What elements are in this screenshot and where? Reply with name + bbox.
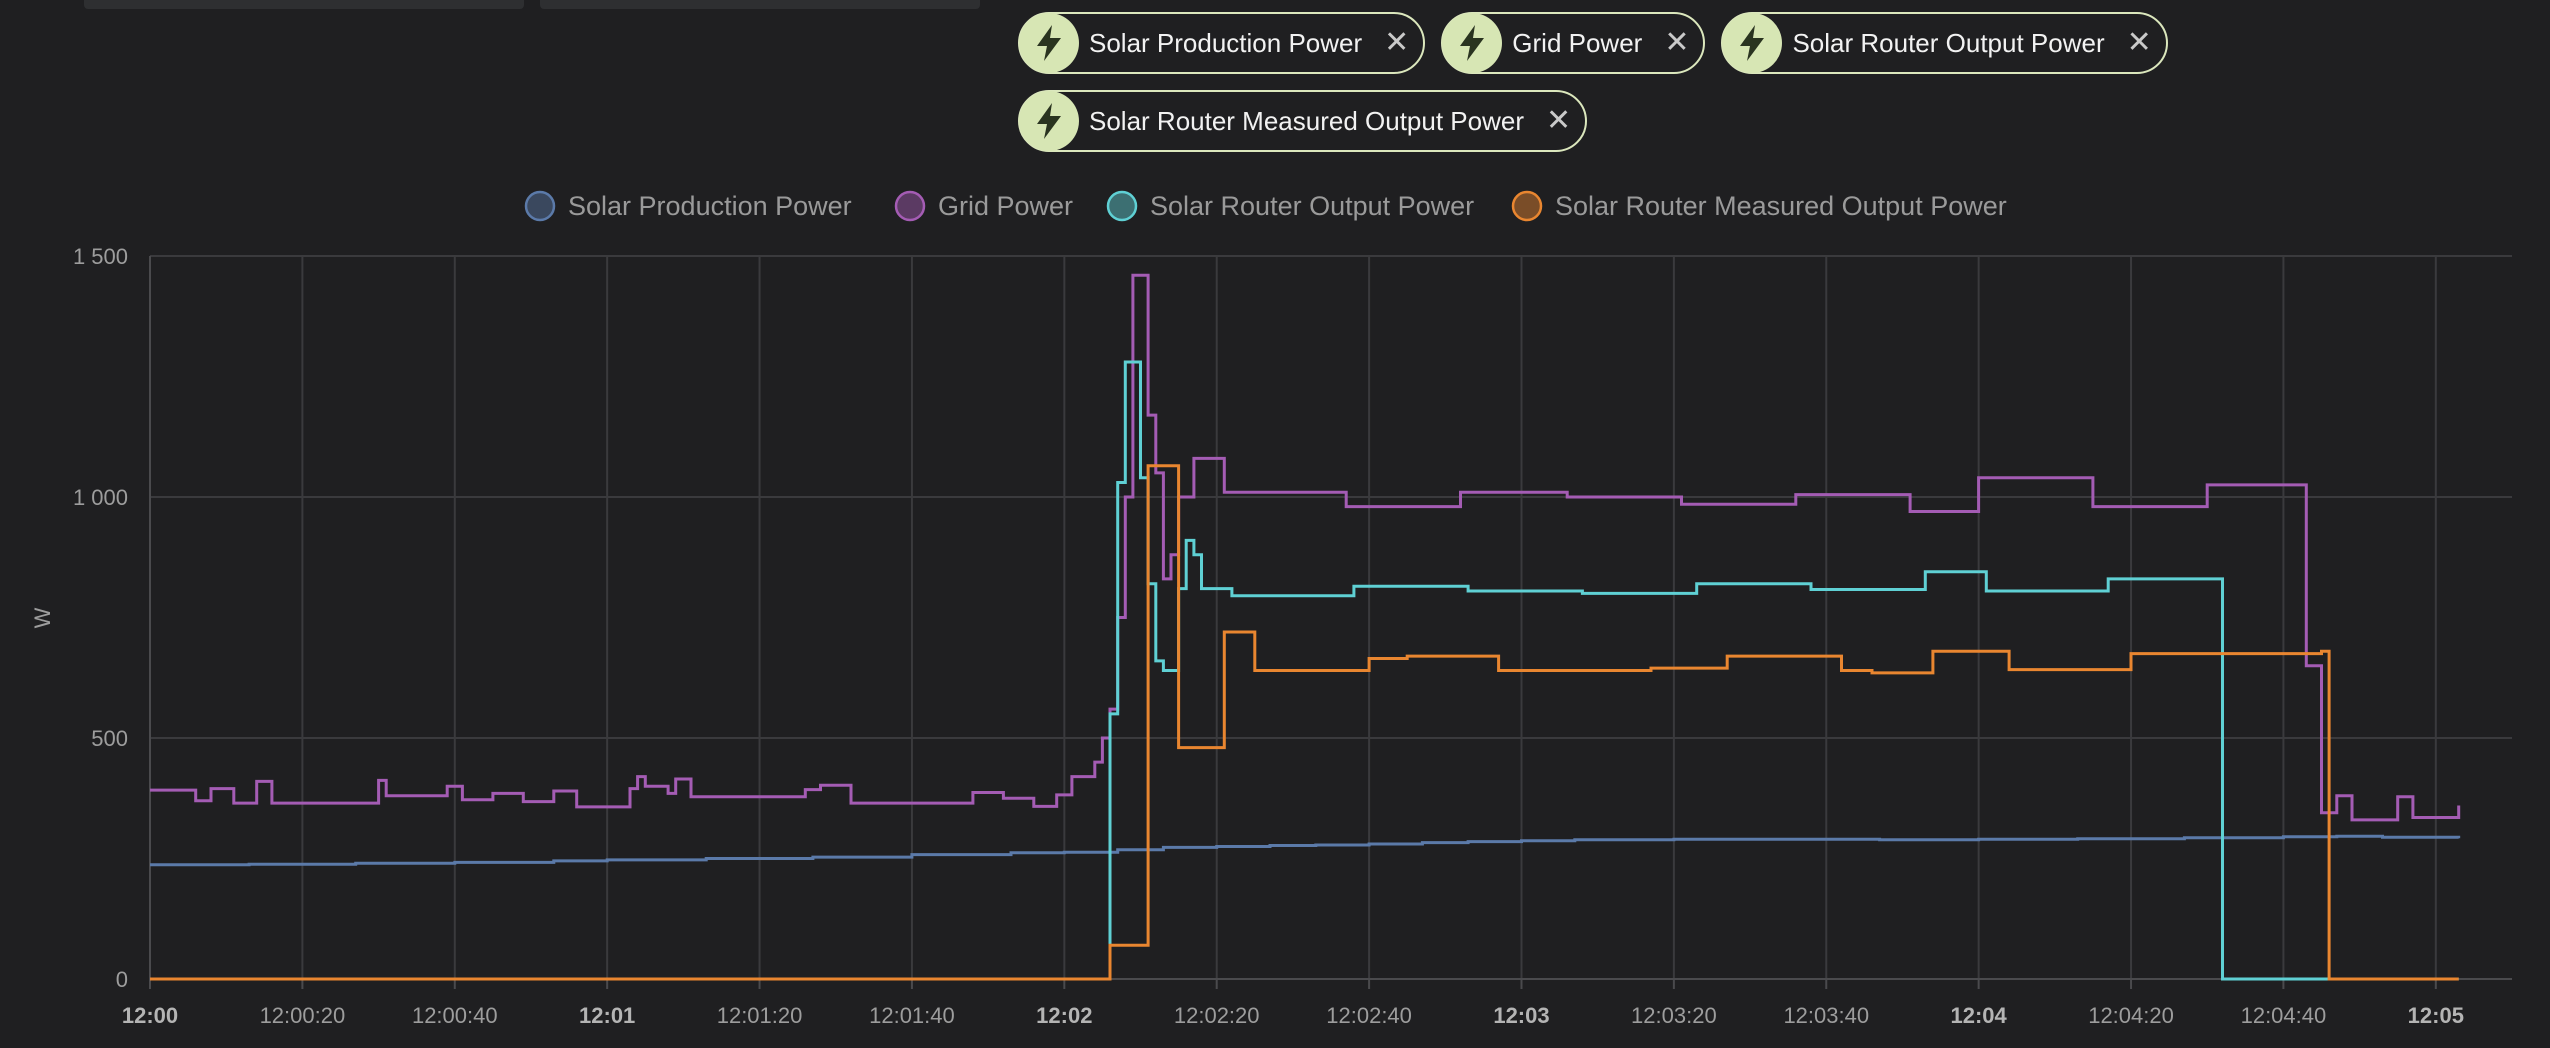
chip-label: Grid Power <box>1512 27 1643 58</box>
chip-solar-router-output-power[interactable]: Solar Router Output Power ✕ <box>1721 12 2168 74</box>
x-tick-label: 12:03:40 <box>1783 1003 1869 1028</box>
close-icon[interactable]: ✕ <box>1664 26 1690 59</box>
close-icon[interactable]: ✕ <box>2126 26 2152 59</box>
legend-item[interactable]: Solar Router Output Power <box>1106 190 1474 222</box>
chart-series <box>150 273 2461 981</box>
top-field-left[interactable] <box>84 0 524 9</box>
chip-row-1: Solar Production Power ✕ Grid Power ✕ So… <box>1018 12 2168 74</box>
x-tick-label: 12:04:40 <box>2241 1003 2327 1028</box>
x-tick-label: 12:00:20 <box>260 1003 346 1028</box>
x-tick-label: 12:03:20 <box>1631 1003 1717 1028</box>
y-tick-label: 1 500 <box>73 244 128 269</box>
y-tick-label: 500 <box>91 726 128 751</box>
chip-label: Solar Production Power <box>1089 27 1363 58</box>
chip-solar-router-measured-output-power[interactable]: Solar Router Measured Output Power ✕ <box>1018 90 1588 152</box>
chart-legend: Solar Production Power Grid Power Solar Ro… <box>524 190 2007 222</box>
legend-swatch <box>1106 190 1138 222</box>
top-field-right[interactable] <box>540 0 980 9</box>
chip-label: Solar Router Measured Output Power <box>1089 105 1524 136</box>
x-tick-label: 12:00:40 <box>412 1003 498 1028</box>
series-line <box>150 273 2461 822</box>
x-tick-label: 12:05 <box>2408 1003 2464 1028</box>
x-tick-label: 12:03 <box>1493 1003 1549 1028</box>
lightning-bolt-icon <box>1019 91 1079 151</box>
legend-swatch <box>894 190 926 222</box>
x-tick-label: 12:00 <box>122 1003 178 1028</box>
chart-axes: 0 500 1 000 1 500 12:00 12:00:20 12:00:40 12:01… <box>30 244 2464 1028</box>
series-line <box>150 360 2459 981</box>
x-tick-label: 12:04 <box>1951 1003 2008 1028</box>
lightning-bolt-icon <box>1442 13 1503 73</box>
series-line <box>150 834 2461 867</box>
y-axis-label: W <box>30 607 55 628</box>
x-tick-label: 12:01:40 <box>869 1003 955 1028</box>
legend-label: Solar Router Measured Output Power <box>1555 191 2007 221</box>
legend-item[interactable]: Solar Router Measured Output Power <box>1511 190 2007 222</box>
legend-swatch <box>1511 190 1543 222</box>
x-tick-label: 12:02:20 <box>1174 1003 1260 1028</box>
x-tick-label: 12:02:40 <box>1326 1003 1412 1028</box>
y-tick-label: 1 000 <box>73 485 128 510</box>
close-icon[interactable]: ✕ <box>1384 26 1410 59</box>
legend-label: Solar Production Power <box>568 191 852 221</box>
legend-item[interactable]: Grid Power <box>894 190 1073 222</box>
legend-label: Grid Power <box>938 191 1073 221</box>
chip-solar-production-power[interactable]: Solar Production Power ✕ <box>1018 12 1426 74</box>
close-icon[interactable]: ✕ <box>1546 104 1572 137</box>
chip-row-2: Solar Router Measured Output Power ✕ <box>1018 90 2168 152</box>
series-line <box>150 464 2459 981</box>
legend-swatch <box>524 190 556 222</box>
x-tick-label: 12:01:20 <box>717 1003 803 1028</box>
chip-label: Solar Router Output Power <box>1792 27 2105 58</box>
legend-label: Solar Router Output Power <box>1150 191 1474 221</box>
chart-grid <box>149 255 2512 989</box>
entity-chip-list: Solar Production Power ✕ Grid Power ✕ So… <box>1018 12 2168 168</box>
legend-item[interactable]: Solar Production Power <box>524 190 852 222</box>
x-tick-label: 12:04:20 <box>2088 1003 2174 1028</box>
lightning-bolt-icon <box>1019 13 1079 73</box>
chip-grid-power[interactable]: Grid Power ✕ <box>1441 12 1706 74</box>
lightning-bolt-icon <box>1722 13 1783 73</box>
x-tick-label: 12:02 <box>1036 1003 1092 1028</box>
y-tick-label: 0 <box>116 967 128 992</box>
x-tick-label: 12:01 <box>579 1003 635 1028</box>
